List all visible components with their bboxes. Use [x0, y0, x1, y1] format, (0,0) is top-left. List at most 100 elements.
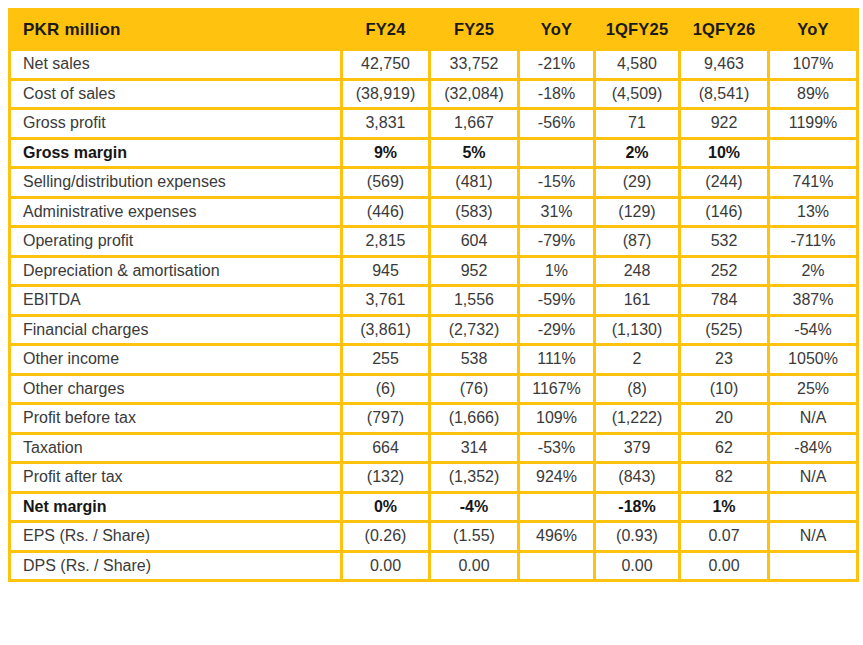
value-cell: (0.26) [342, 522, 430, 552]
value-cell: -21% [519, 50, 595, 80]
value-cell: 248 [595, 256, 680, 286]
value-cell [769, 138, 858, 168]
row-label-cell: Taxation [10, 433, 342, 463]
value-cell: 31% [519, 197, 595, 227]
value-cell: (244) [680, 168, 769, 198]
row-label-cell: Financial charges [10, 315, 342, 345]
value-cell: 1199% [769, 109, 858, 139]
value-cell: 3,761 [342, 286, 430, 316]
value-cell: 924% [519, 463, 595, 493]
value-cell: (481) [430, 168, 519, 198]
value-cell: 387% [769, 286, 858, 316]
table-row: Gross profit3,8311,667-56%719221199% [10, 109, 858, 139]
value-cell: 42,750 [342, 50, 430, 80]
value-cell: N/A [769, 463, 858, 493]
value-cell: 1,667 [430, 109, 519, 139]
value-cell: (1,130) [595, 315, 680, 345]
value-cell: 538 [430, 345, 519, 375]
value-cell: 379 [595, 433, 680, 463]
value-cell: (3,861) [342, 315, 430, 345]
value-cell: N/A [769, 404, 858, 434]
value-cell: 20 [680, 404, 769, 434]
table-row: EPS (Rs. / Share)(0.26)(1.55)496%(0.93)0… [10, 522, 858, 552]
row-label-cell: Other charges [10, 374, 342, 404]
table-row: Profit before tax(797)(1,666)109%(1,222)… [10, 404, 858, 434]
value-cell: 922 [680, 109, 769, 139]
value-cell: 62 [680, 433, 769, 463]
value-cell: 952 [430, 256, 519, 286]
value-cell: 314 [430, 433, 519, 463]
value-cell: 664 [342, 433, 430, 463]
value-cell: 107% [769, 50, 858, 80]
value-cell: 4,580 [595, 50, 680, 80]
value-cell: 252 [680, 256, 769, 286]
row-label-cell: Gross profit [10, 109, 342, 139]
table-row: Operating profit2,815604-79%(87)532-711% [10, 227, 858, 257]
value-cell [519, 138, 595, 168]
value-cell [769, 492, 858, 522]
value-cell: -15% [519, 168, 595, 198]
table-row: Administrative expenses(446)(583)31%(129… [10, 197, 858, 227]
value-cell: 33,752 [430, 50, 519, 80]
value-cell: 111% [519, 345, 595, 375]
value-cell [769, 551, 858, 581]
value-cell: 2% [595, 138, 680, 168]
value-cell: (76) [430, 374, 519, 404]
row-label-cell: Profit before tax [10, 404, 342, 434]
table-row: Depreciation & amortisation9459521%24825… [10, 256, 858, 286]
header-cell-fy25: FY25 [430, 10, 519, 50]
value-cell: (29) [595, 168, 680, 198]
value-cell: -18% [519, 79, 595, 109]
row-label-cell: Other income [10, 345, 342, 375]
value-cell: (6) [342, 374, 430, 404]
value-cell: -29% [519, 315, 595, 345]
table-title-cell: PKR million [10, 10, 342, 50]
value-cell: 89% [769, 79, 858, 109]
value-cell: -53% [519, 433, 595, 463]
table-row: Financial charges(3,861)(2,732)-29%(1,13… [10, 315, 858, 345]
table-row: Net sales42,75033,752-21%4,5809,463107% [10, 50, 858, 80]
row-label-cell: Administrative expenses [10, 197, 342, 227]
value-cell: 161 [595, 286, 680, 316]
value-cell: (146) [680, 197, 769, 227]
table-body: Net sales42,75033,752-21%4,5809,463107%C… [10, 50, 858, 581]
value-cell: -84% [769, 433, 858, 463]
value-cell: 1,556 [430, 286, 519, 316]
table-row: Profit after tax(132)(1,352)924%(843)82N… [10, 463, 858, 493]
value-cell: (583) [430, 197, 519, 227]
value-cell: -18% [595, 492, 680, 522]
value-cell: 2% [769, 256, 858, 286]
value-cell: 109% [519, 404, 595, 434]
value-cell: -56% [519, 109, 595, 139]
value-cell: 532 [680, 227, 769, 257]
table-row: Net margin0%-4%-18%1% [10, 492, 858, 522]
table-row: Other charges(6)(76)1167%(8)(10)25% [10, 374, 858, 404]
value-cell: 3,831 [342, 109, 430, 139]
value-cell: (32,084) [430, 79, 519, 109]
value-cell: 1% [519, 256, 595, 286]
value-cell: 0.00 [342, 551, 430, 581]
value-cell: 1050% [769, 345, 858, 375]
value-cell: (129) [595, 197, 680, 227]
value-cell: 0.00 [430, 551, 519, 581]
header-cell-1qfy26: 1QFY26 [680, 10, 769, 50]
value-cell: 2 [595, 345, 680, 375]
value-cell: (843) [595, 463, 680, 493]
value-cell: 13% [769, 197, 858, 227]
header-cell-yoy-q: YoY [769, 10, 858, 50]
row-label-cell: DPS (Rs. / Share) [10, 551, 342, 581]
value-cell: 2,815 [342, 227, 430, 257]
value-cell: (10) [680, 374, 769, 404]
value-cell: 0.00 [595, 551, 680, 581]
value-cell: -4% [430, 492, 519, 522]
value-cell: (797) [342, 404, 430, 434]
value-cell: (8) [595, 374, 680, 404]
row-label-cell: Operating profit [10, 227, 342, 257]
value-cell: 9% [342, 138, 430, 168]
value-cell: (569) [342, 168, 430, 198]
row-label-cell: EPS (Rs. / Share) [10, 522, 342, 552]
value-cell: 784 [680, 286, 769, 316]
value-cell: -711% [769, 227, 858, 257]
value-cell: N/A [769, 522, 858, 552]
row-label-cell: Depreciation & amortisation [10, 256, 342, 286]
